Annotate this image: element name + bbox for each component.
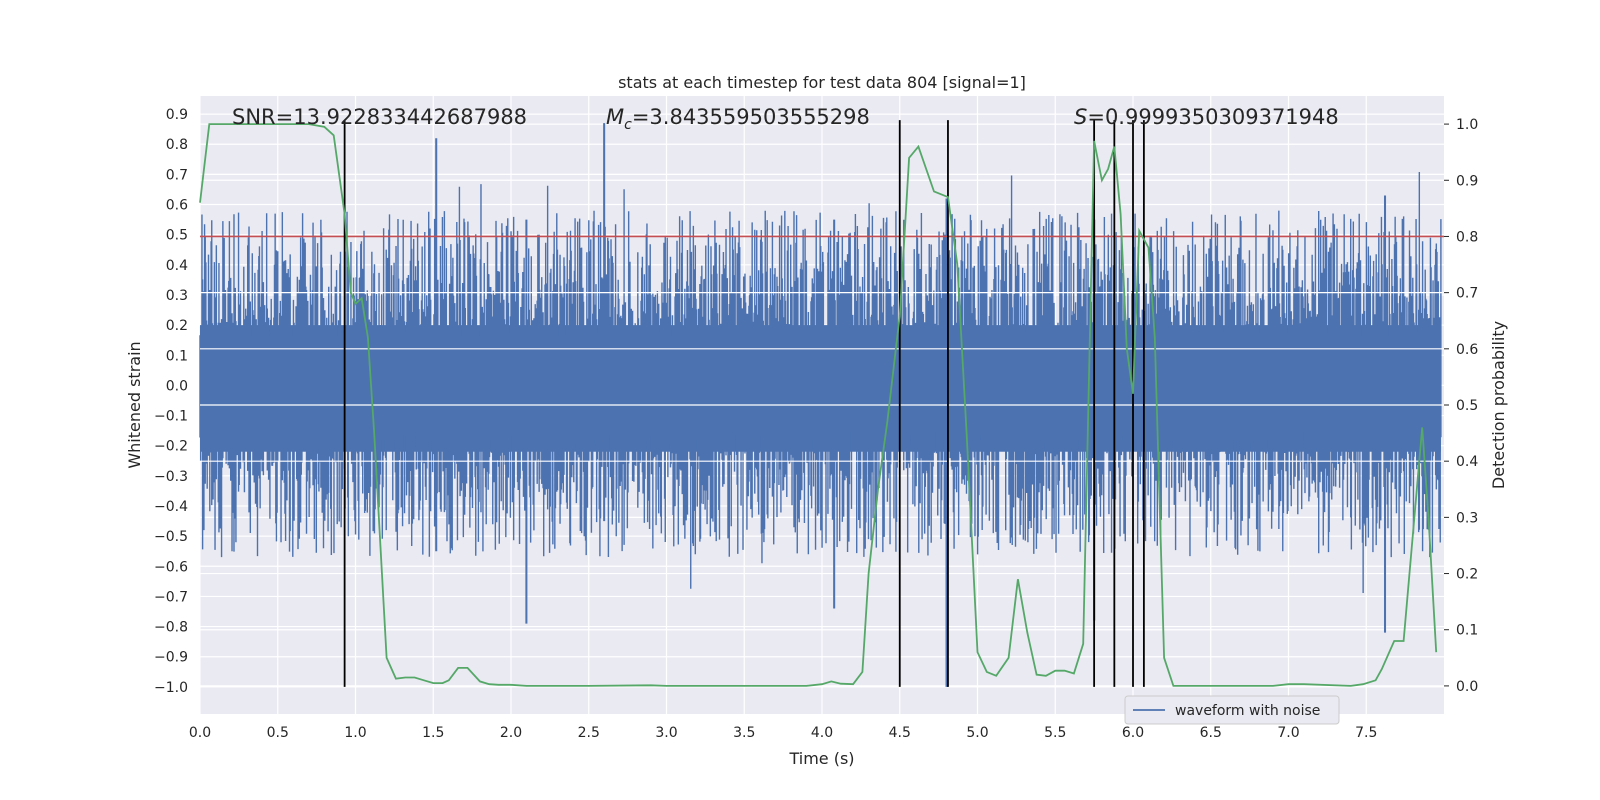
y-tick-label: 0.8 — [166, 137, 188, 153]
y2-tick-label: 0.3 — [1456, 510, 1478, 526]
y-tick-label: −0.1 — [154, 409, 188, 425]
y-tick-label: 0.6 — [166, 198, 188, 214]
y-axis-label: Whitened strain — [125, 341, 144, 468]
y-tick-labels: 0.9 0.8 0.7 0.6 0.5 0.4 0.3 0.2 0.1 0.0 −0.1 −0.2 −0… — [154, 107, 188, 696]
chirp-mass-annotation: Mc=3.843559503555298 — [606, 105, 870, 133]
y-tick-label: −0.9 — [154, 650, 188, 666]
significance-symbol: S — [1074, 105, 1087, 129]
waveform-series — [199, 123, 1444, 687]
y-tick-label: 0.0 — [166, 378, 188, 394]
y-tick-label: 0.1 — [166, 348, 188, 364]
y-tick-label: −0.4 — [154, 499, 188, 515]
y2-tick-labels: 1.0 0.9 0.8 0.7 0.6 0.5 0.4 0.3 0.2 0.1 0.0 — [1444, 117, 1478, 695]
y2-tick-label: 0.6 — [1456, 342, 1478, 358]
y-tick-label: −0.8 — [154, 620, 188, 636]
x-tick-labels: 0.0 0.5 1.0 1.5 2.0 2.5 3.0 3.5 4.0 4.5 5.0 5.5 6.0 6… — [189, 725, 1378, 741]
y2-tick-label: 0.8 — [1456, 229, 1478, 245]
x-tick-label: 3.5 — [733, 725, 755, 741]
x-tick-label: 7.5 — [1355, 725, 1377, 741]
y-tick-label: 0.2 — [166, 318, 188, 334]
y-tick-label: 0.3 — [166, 288, 188, 304]
x-tick-label: 4.0 — [811, 725, 833, 741]
y2-tick-label: 0.2 — [1456, 567, 1478, 583]
y-tick-label: −0.7 — [154, 589, 188, 605]
x-tick-label: 5.5 — [1044, 725, 1066, 741]
x-tick-label: 7.0 — [1277, 725, 1299, 741]
chirp-mass-symbol: M — [606, 105, 624, 129]
y2-axis-label: Detection probability — [1489, 321, 1508, 489]
y2-tick-label: 0.9 — [1456, 173, 1478, 189]
legend-box — [1124, 695, 1340, 725]
x-tick-label: 6.0 — [1122, 725, 1144, 741]
x-tick-label: 5.0 — [966, 725, 988, 741]
plot-area — [199, 96, 1444, 714]
y2-tick-label: 0.4 — [1456, 454, 1478, 470]
y2-tick-label: 1.0 — [1456, 117, 1478, 133]
y-tick-label: 0.9 — [166, 107, 188, 123]
significance-annotation: S=0.9999350309371948 — [1074, 105, 1339, 129]
y2-tick-label: 0.7 — [1456, 286, 1478, 302]
y-tick-label: −0.2 — [154, 439, 188, 455]
x-tick-label: 4.5 — [889, 725, 911, 741]
legend-label-waveform: waveform with noise — [1175, 703, 1320, 719]
x-tick-label: 6.5 — [1200, 725, 1222, 741]
x-tick-label: 3.0 — [655, 725, 677, 741]
significance-value: =0.9999350309371948 — [1087, 105, 1338, 129]
y-tick-label: 0.4 — [166, 258, 188, 274]
snr-annotation: SNR=13.922833442687988 — [232, 105, 527, 129]
legend: waveform with noise — [1124, 695, 1340, 725]
x-tick-label: 0.0 — [189, 725, 211, 741]
y2-tick-label: 0.0 — [1456, 679, 1478, 695]
chirp-mass-subscript: c — [624, 117, 632, 133]
y-tick-label: −0.5 — [154, 529, 188, 545]
y-tick-label: 0.7 — [166, 167, 188, 183]
y-tick-label: −0.3 — [154, 469, 188, 485]
y-tick-label: 0.5 — [166, 228, 188, 244]
y-tick-label: −0.6 — [154, 559, 188, 575]
y-tick-label: −1.0 — [154, 680, 188, 696]
chart-title: stats at each timestep for test data 804… — [618, 73, 1026, 92]
chirp-mass-value: =3.843559503555298 — [632, 105, 870, 129]
x-tick-label: 2.5 — [578, 725, 600, 741]
x-tick-label: 2.0 — [500, 725, 522, 741]
y2-tick-label: 0.5 — [1456, 398, 1478, 414]
x-tick-label: 1.0 — [344, 725, 366, 741]
x-axis-label: Time (s) — [788, 749, 854, 768]
waveform-trace — [199, 123, 1442, 687]
x-tick-label: 0.5 — [267, 725, 289, 741]
detection-probability-series — [199, 123, 1438, 687]
x-tick-label: 1.5 — [422, 725, 444, 741]
y2-tick-label: 0.1 — [1456, 623, 1478, 639]
